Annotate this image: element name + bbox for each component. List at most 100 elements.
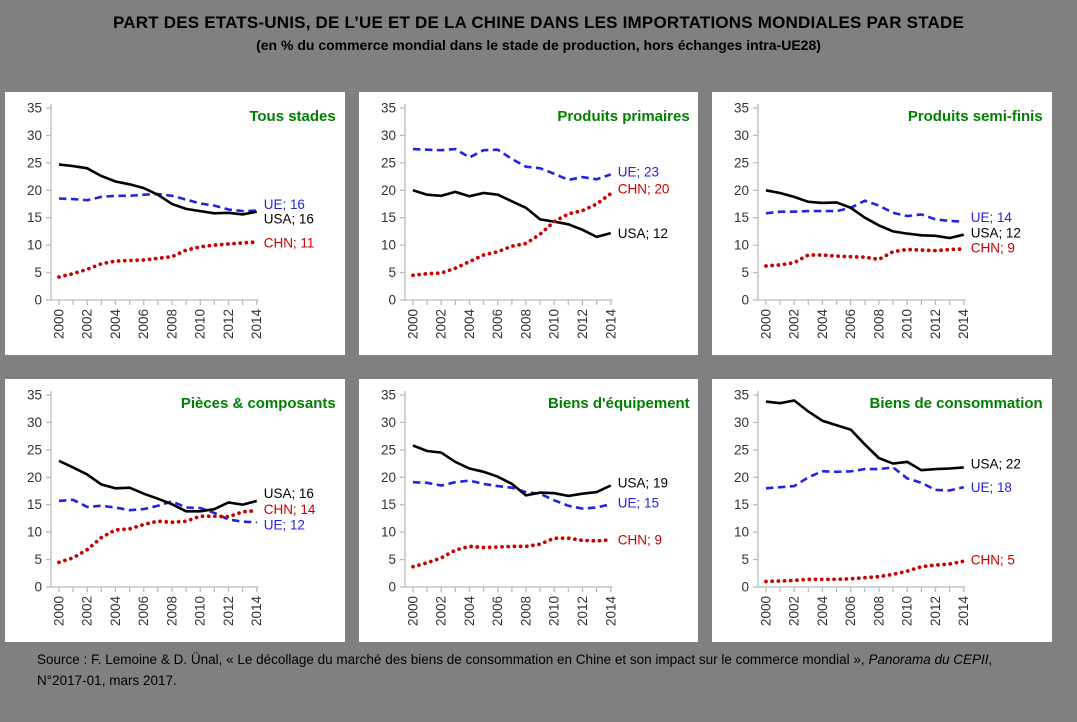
series-end-label-chn: CHN; 14	[264, 502, 316, 517]
y-tick-label: 35	[734, 100, 749, 115]
y-tick-label: 15	[381, 210, 396, 225]
y-tick-label: 5	[34, 552, 41, 567]
x-tick-label: 2002	[433, 596, 448, 626]
series-line-usa	[412, 444, 611, 498]
y-tick-label: 10	[734, 238, 749, 253]
series-line-usa	[58, 459, 258, 513]
y-tick-label: 5	[388, 265, 395, 280]
x-tick-label: 2004	[462, 309, 477, 340]
x-tick-label: 2006	[136, 309, 151, 339]
series-line-usa	[766, 399, 965, 472]
x-tick-label: 2010	[900, 596, 915, 626]
x-tick-label: 2008	[518, 596, 533, 626]
y-tick-label: 35	[381, 387, 396, 402]
panel-produits-semi-finis: 0 5 10 15 20 25 30 35 2000 2002 2004 2006 2008 2010 20…	[712, 92, 1052, 355]
x-tick-label: 2014	[603, 309, 618, 340]
panel-biens-equipement: 0 5 10 15 20 25 30 35 2000 2002 2004 2006 2008 2010 20…	[358, 379, 699, 642]
y-tick-label: 25	[734, 155, 749, 170]
y-tick-label: 15	[734, 497, 749, 512]
series-line-chn	[57, 240, 259, 279]
series-line-chn	[764, 247, 966, 268]
y-tick-label: 35	[27, 387, 42, 402]
y-tick-label: 20	[27, 183, 42, 198]
y-tick-label: 10	[27, 525, 42, 540]
series-line-chn	[410, 191, 613, 278]
series-line-chn	[764, 559, 966, 584]
y-tick-label: 0	[34, 292, 41, 307]
y-tick-label: 25	[734, 442, 749, 457]
x-tick-label: 2014	[249, 596, 264, 627]
x-tick-label: 2012	[575, 309, 590, 339]
y-tick-label: 5	[742, 552, 749, 567]
y-tick-label: 20	[381, 183, 396, 198]
x-tick-label: 2008	[872, 596, 887, 626]
x-tick-label: 2000	[51, 596, 66, 626]
y-tick-label: 10	[381, 525, 396, 540]
y-tick-label: 35	[381, 100, 396, 115]
y-tick-label: 15	[27, 497, 42, 512]
y-tick-label: 25	[27, 155, 42, 170]
y-tick-label: 15	[734, 210, 749, 225]
panel-pieces-composants: 0 5 10 15 20 25 30 35 2000 2002 2004 2006 2008 2010 20…	[5, 379, 345, 642]
series-end-label-usa: USA; 12	[617, 226, 667, 241]
x-tick-label: 2012	[221, 309, 236, 339]
axes	[399, 391, 613, 592]
series-end-label-usa: USA; 22	[971, 457, 1021, 472]
panel-title: Pièces & composants	[181, 395, 336, 412]
y-tick-label: 5	[742, 265, 749, 280]
x-tick-label: 2004	[815, 309, 830, 340]
y-tick-label: 5	[34, 265, 41, 280]
x-tick-label: 2002	[787, 596, 802, 626]
x-tick-label: 2014	[957, 309, 972, 340]
figure-subtitle: (en % du commerce mondial dans le stade …	[256, 37, 821, 53]
figure-header: PART DES ETATS-UNIS, DE L’UE ET DE LA CH…	[0, 0, 1077, 53]
panel-title: Tous stades	[249, 108, 335, 125]
line-chart: 0 5 10 15 20 25 30 35 2000 2002 2004 2006 2008 2010 20…	[27, 387, 336, 627]
y-tick-label: 30	[27, 128, 42, 143]
y-tick-label: 20	[734, 183, 749, 198]
y-tick-label: 0	[388, 579, 395, 594]
line-chart: 0 5 10 15 20 25 30 35 2000 2002 2004 2006 2008 2010 20…	[27, 100, 336, 340]
series-end-label-ue: UE; 16	[264, 197, 305, 212]
x-tick-label: 2008	[872, 309, 887, 339]
y-tick-label: 20	[381, 470, 396, 485]
axes	[399, 104, 613, 305]
series-line-chn	[410, 536, 613, 569]
y-tick-label: 35	[734, 387, 749, 402]
y-tick-label: 30	[381, 128, 396, 143]
x-tick-label: 2012	[575, 596, 590, 626]
y-tick-label: 30	[734, 415, 749, 430]
panel-title: Biens de consommation	[870, 395, 1043, 412]
x-tick-label: 2006	[844, 309, 859, 339]
y-tick-label: 0	[34, 579, 41, 594]
y-tick-label: 15	[27, 210, 42, 225]
y-tick-label: 20	[734, 470, 749, 485]
x-tick-label: 2010	[546, 596, 561, 626]
y-tick-label: 15	[381, 497, 396, 512]
series-end-label-chn: CHN; 9	[971, 240, 1015, 255]
x-tick-label: 2006	[136, 596, 151, 626]
series-line-usa	[766, 189, 965, 240]
x-tick-label: 2014	[249, 309, 264, 340]
panel-title: Produits semi-finis	[908, 108, 1043, 125]
series-line-ue	[412, 479, 611, 510]
y-tick-label: 0	[742, 579, 749, 594]
series-end-label-ue: UE; 15	[617, 496, 658, 511]
panels-grid: 0 5 10 15 20 25 30 35 2000 2002 2004 2006 2008 2010 20…	[5, 92, 1052, 642]
series-line-ue	[766, 199, 965, 223]
line-chart: 0 5 10 15 20 25 30 35 2000 2002 2004 2006 2008 2010 20…	[734, 387, 1043, 627]
series-end-label-ue: UE; 14	[971, 210, 1013, 225]
line-chart: 0 5 10 15 20 25 30 35 2000 2002 2004 2006 2008 2010 20…	[734, 100, 1043, 340]
x-tick-label: 2000	[51, 309, 66, 339]
x-tick-label: 2014	[957, 596, 972, 627]
x-tick-label: 2006	[844, 596, 859, 626]
source-note: Source : F. Lemoine & D. Ünal, « Le déco…	[37, 650, 1035, 692]
series-end-label-usa: USA; 16	[264, 486, 314, 501]
series-end-label-ue: UE; 18	[971, 480, 1012, 495]
x-tick-label: 2010	[546, 309, 561, 339]
series-line-ue	[766, 466, 965, 492]
source-suffix: , N°2017-01, mars 2017.	[37, 652, 993, 688]
y-tick-label: 20	[27, 470, 42, 485]
y-tick-label: 25	[381, 442, 396, 457]
x-tick-label: 2010	[900, 309, 915, 339]
